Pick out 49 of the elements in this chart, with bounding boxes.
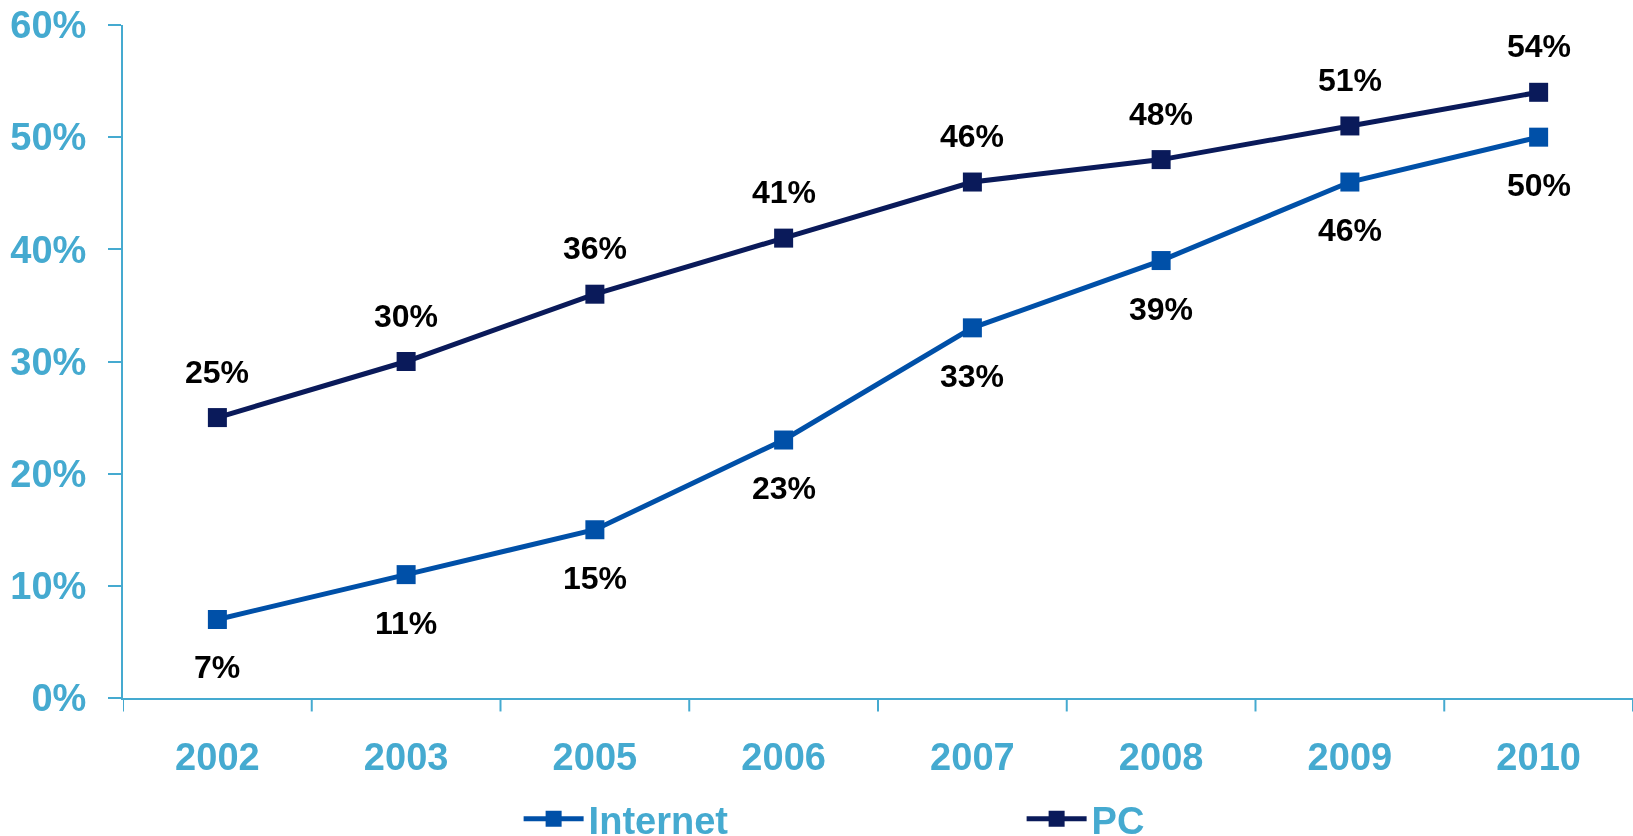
x-tick-label: 2003 (363, 735, 449, 778)
point (396, 352, 416, 371)
legend-label: PC (1091, 799, 1145, 836)
y-tick-label: 50% (10, 116, 87, 159)
x-tick-label: 2009 (1307, 735, 1393, 778)
point (1151, 150, 1171, 170)
y-tick-label: 60% (10, 4, 87, 47)
point (962, 318, 982, 338)
point (207, 408, 227, 428)
data-label: 23% (752, 470, 817, 506)
y-tick-label: 10% (10, 565, 87, 608)
point (585, 520, 605, 540)
point (585, 284, 605, 304)
x-tick-label: 2010 (1496, 735, 1581, 778)
data-label: 46% (940, 118, 1005, 154)
point (1340, 172, 1360, 192)
data-label: 48% (1129, 96, 1194, 132)
point (396, 565, 416, 585)
point (774, 430, 794, 450)
data-label: 39% (1129, 291, 1194, 327)
x-tick-label: 2007 (930, 735, 1015, 778)
x-tick-label: 2008 (1118, 735, 1204, 778)
data-label: 30% (374, 298, 439, 334)
data-label: 50% (1507, 167, 1572, 203)
point (207, 609, 227, 629)
data-label: 33% (940, 358, 1005, 394)
point (774, 228, 794, 248)
point (1529, 127, 1549, 147)
point (1340, 116, 1360, 136)
y-tick-label: 0% (31, 677, 87, 720)
y-tick-label: 40% (10, 228, 87, 271)
point (1151, 251, 1171, 271)
data-label: 36% (563, 230, 628, 266)
data-label: 54% (1507, 28, 1572, 64)
x-tick-label: 2005 (552, 735, 638, 778)
point (962, 172, 982, 192)
y-tick-label: 20% (10, 452, 87, 495)
legend-label: Internet (588, 799, 729, 836)
y-tick-label: 30% (10, 340, 87, 383)
data-label: 25% (185, 354, 250, 390)
data-label: 51% (1318, 62, 1383, 98)
data-label: 11% (375, 605, 438, 641)
data-label: 41% (752, 174, 817, 210)
x-tick-label: 2002 (175, 735, 260, 778)
data-label: 46% (1318, 212, 1383, 248)
point (1529, 82, 1549, 102)
x-tick-label: 2006 (741, 735, 826, 778)
data-label: 7% (194, 649, 241, 685)
data-label: 15% (563, 560, 628, 596)
